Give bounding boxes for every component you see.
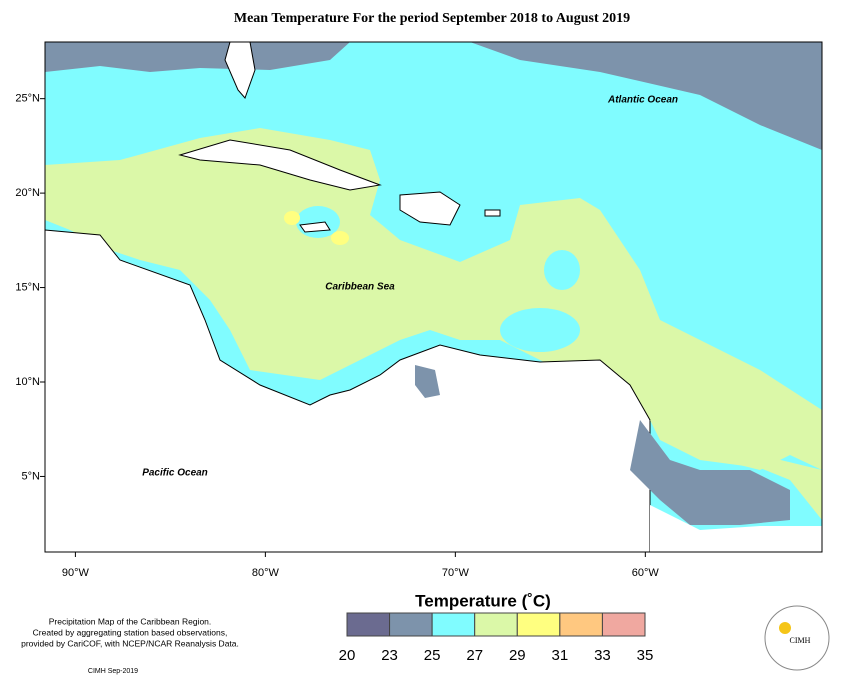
legend-tick-label: 27 (466, 647, 483, 664)
logo-sun (779, 622, 791, 634)
note: Precipitation Map of the Caribbean Regio… (49, 616, 212, 626)
legend-tick-label: 25 (424, 647, 441, 664)
ocean-label: Atlantic Ocean (607, 95, 678, 106)
legend-tick-label: 33 (594, 647, 611, 664)
ocean-label: Caribbean Sea (325, 282, 395, 293)
note: provided by CariCOF, with NCEP/NCAR Rean… (21, 638, 239, 648)
y-tick-label: 10°N (15, 376, 40, 388)
legend-swatch (516, 612, 561, 637)
legend-tick-label: 29 (509, 647, 526, 664)
map-title: Mean Temperature For the period Septembe… (234, 11, 630, 26)
y-tick-label: 25°N (15, 93, 40, 105)
legend-swatch (346, 612, 391, 637)
legend-swatch (389, 612, 433, 637)
legend-title: Temperature (˚C) (415, 591, 551, 610)
y-tick-label: 20°N (15, 187, 40, 199)
logo-text: CIMH (790, 636, 811, 645)
ocean-label: Pacific Ocean (142, 468, 208, 479)
legend-tick-label: 20 (339, 647, 356, 664)
legend-tick-label: 23 (381, 647, 398, 664)
legend-swatch (431, 612, 476, 637)
x-tick-label: 80°W (252, 567, 280, 579)
y-tick-label: 5°N (22, 470, 41, 482)
y-tick-label: 15°N (15, 281, 40, 293)
map-area (45, 42, 822, 552)
x-tick-label: 70°W (442, 567, 470, 579)
map-frame (44, 41, 823, 553)
logo (764, 605, 830, 671)
legend-tick-label: 35 (637, 647, 654, 664)
x-tick-label: 90°W (62, 567, 90, 579)
legend-tick-label: 31 (552, 647, 569, 664)
legend-swatch (474, 612, 518, 637)
x-tick-label: 60°W (632, 567, 660, 579)
legend-swatch (601, 612, 646, 637)
legend-swatch (559, 612, 603, 637)
note: Created by aggregating station based obs… (33, 627, 228, 637)
credit: CIMH Sep-2019 (88, 668, 138, 675)
